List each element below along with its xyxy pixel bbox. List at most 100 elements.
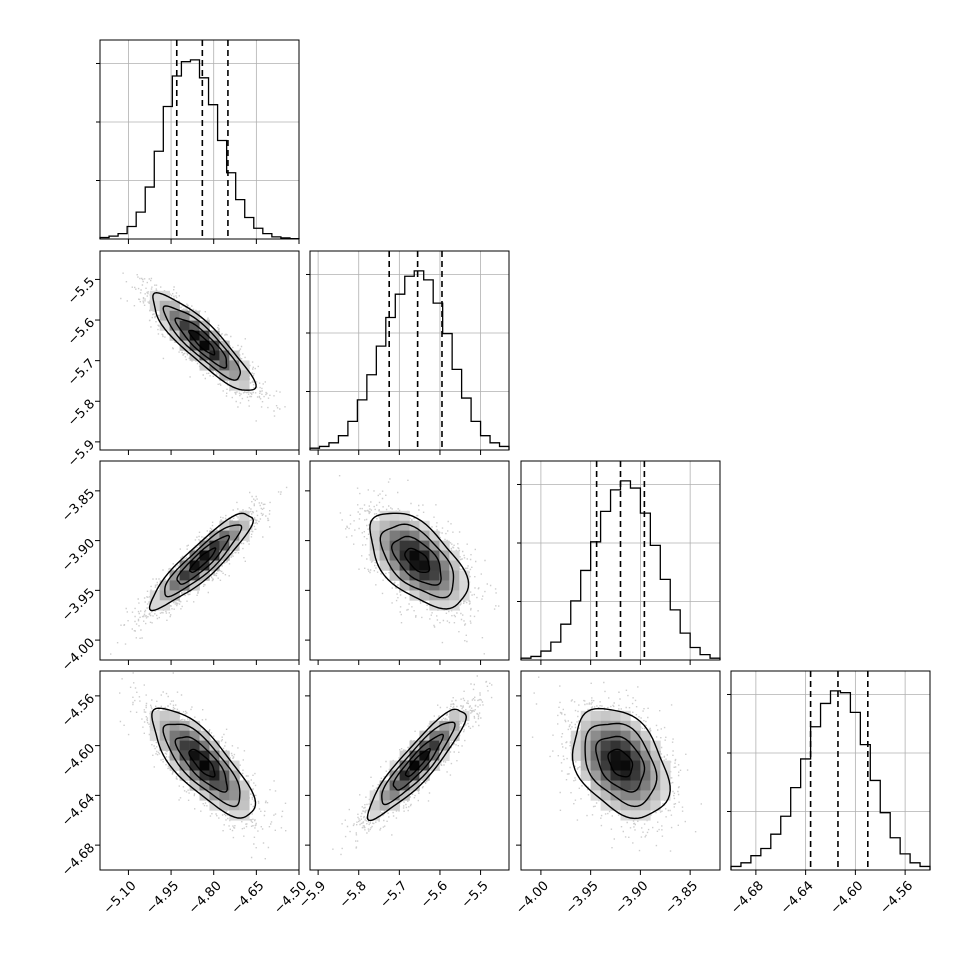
density-cell [169,750,180,761]
density-cell [419,750,430,761]
histogram-step [309,270,510,450]
contour-level-4 [366,708,468,822]
density-cell [610,790,621,801]
density-cell [590,760,601,771]
density-cell [620,720,631,732]
density-cell [419,570,430,581]
density-cell [379,790,390,801]
density-cell [630,770,641,781]
density-cell [449,580,460,591]
x-tick-label-p4: −4.60 [828,878,867,917]
density-cell [189,770,200,781]
density-cell [580,770,591,781]
density-cell [379,520,390,531]
x-tick-label-p1: −5.10 [101,878,140,917]
y-tick-label-p4: −4.60 [59,741,98,780]
density-cell [650,800,661,811]
density-cell [610,750,621,761]
panel-frame [309,460,510,661]
density-cell [189,580,200,591]
density-cell [610,740,621,751]
panel-frame [99,670,300,871]
density-cell [630,800,641,811]
density-cell [229,370,240,381]
contour-level-2 [392,733,445,791]
y-tick-label-p3: −3.85 [59,486,98,525]
density-cell [580,710,591,722]
density-cell [159,740,170,751]
x-tick-label-p2: −5.5 [459,878,492,911]
density-cell [590,750,601,761]
density-cell [640,780,651,791]
density-cell [189,740,200,751]
density-cell [149,710,161,722]
density-cell [429,740,440,751]
density-cell [169,580,180,591]
x-tick-label-p4: −4.56 [877,878,916,917]
density-cell [409,780,420,791]
density-cell [449,590,460,601]
contour-level-4 [148,512,255,612]
density-cell [389,540,400,551]
density-cell [439,560,450,571]
density-cell [399,780,410,791]
density-cell [660,770,671,781]
density-cell [620,780,631,791]
contour-level-1 [188,547,217,573]
x-tick-label-p4: −4.68 [728,878,767,917]
density-cell [399,750,410,761]
density-cell [389,560,400,571]
density-cell [169,730,180,741]
density-cell [379,800,390,811]
density-cell [640,800,651,811]
panel-content [119,672,287,860]
density-cell [630,750,641,761]
density-cell [219,340,230,351]
density-cell [610,770,621,781]
density-cell [459,570,470,581]
density-cell [149,600,161,611]
density-cell [640,750,651,761]
panel-content [338,475,500,655]
density-cell [409,540,420,551]
y-tick-label-p2: −5.5 [65,275,98,308]
density-cell [199,330,210,341]
density-cell [419,520,430,531]
density-cell [570,750,582,761]
contour-level-4 [151,707,257,819]
density-cell [189,340,200,351]
density-cell [449,710,460,722]
density-cell [660,780,671,791]
density-cell [610,760,621,771]
panel-frame [520,670,721,871]
density-cell [600,760,611,771]
density-cell [429,760,440,771]
density-cell [439,590,450,601]
density-cell [369,530,380,541]
density-cell [570,740,582,751]
density-cell [419,580,430,591]
density-cell [189,780,200,791]
density-cell [229,350,240,361]
x-tick-label-p3: −3.90 [613,878,652,917]
scatter-panel-3-4 [520,670,721,871]
density-cell [179,310,190,321]
density-cell [239,520,250,531]
density-cell [209,340,220,351]
density-cell [650,760,661,771]
density-cell [199,540,210,551]
density-cell [620,760,631,771]
contour-level-3 [162,723,241,808]
density-cell [149,590,161,601]
density-cell [189,570,200,581]
density-cell [179,340,190,351]
density-cell [199,740,210,751]
density-cell [159,710,170,722]
density-cell [449,730,460,741]
contour-level-2 [174,317,228,369]
density-cell [419,730,430,741]
density-cell [239,810,250,821]
density-cell [189,730,200,741]
y-tick-label-p2: −5.8 [65,397,98,430]
density-cell [199,760,210,771]
